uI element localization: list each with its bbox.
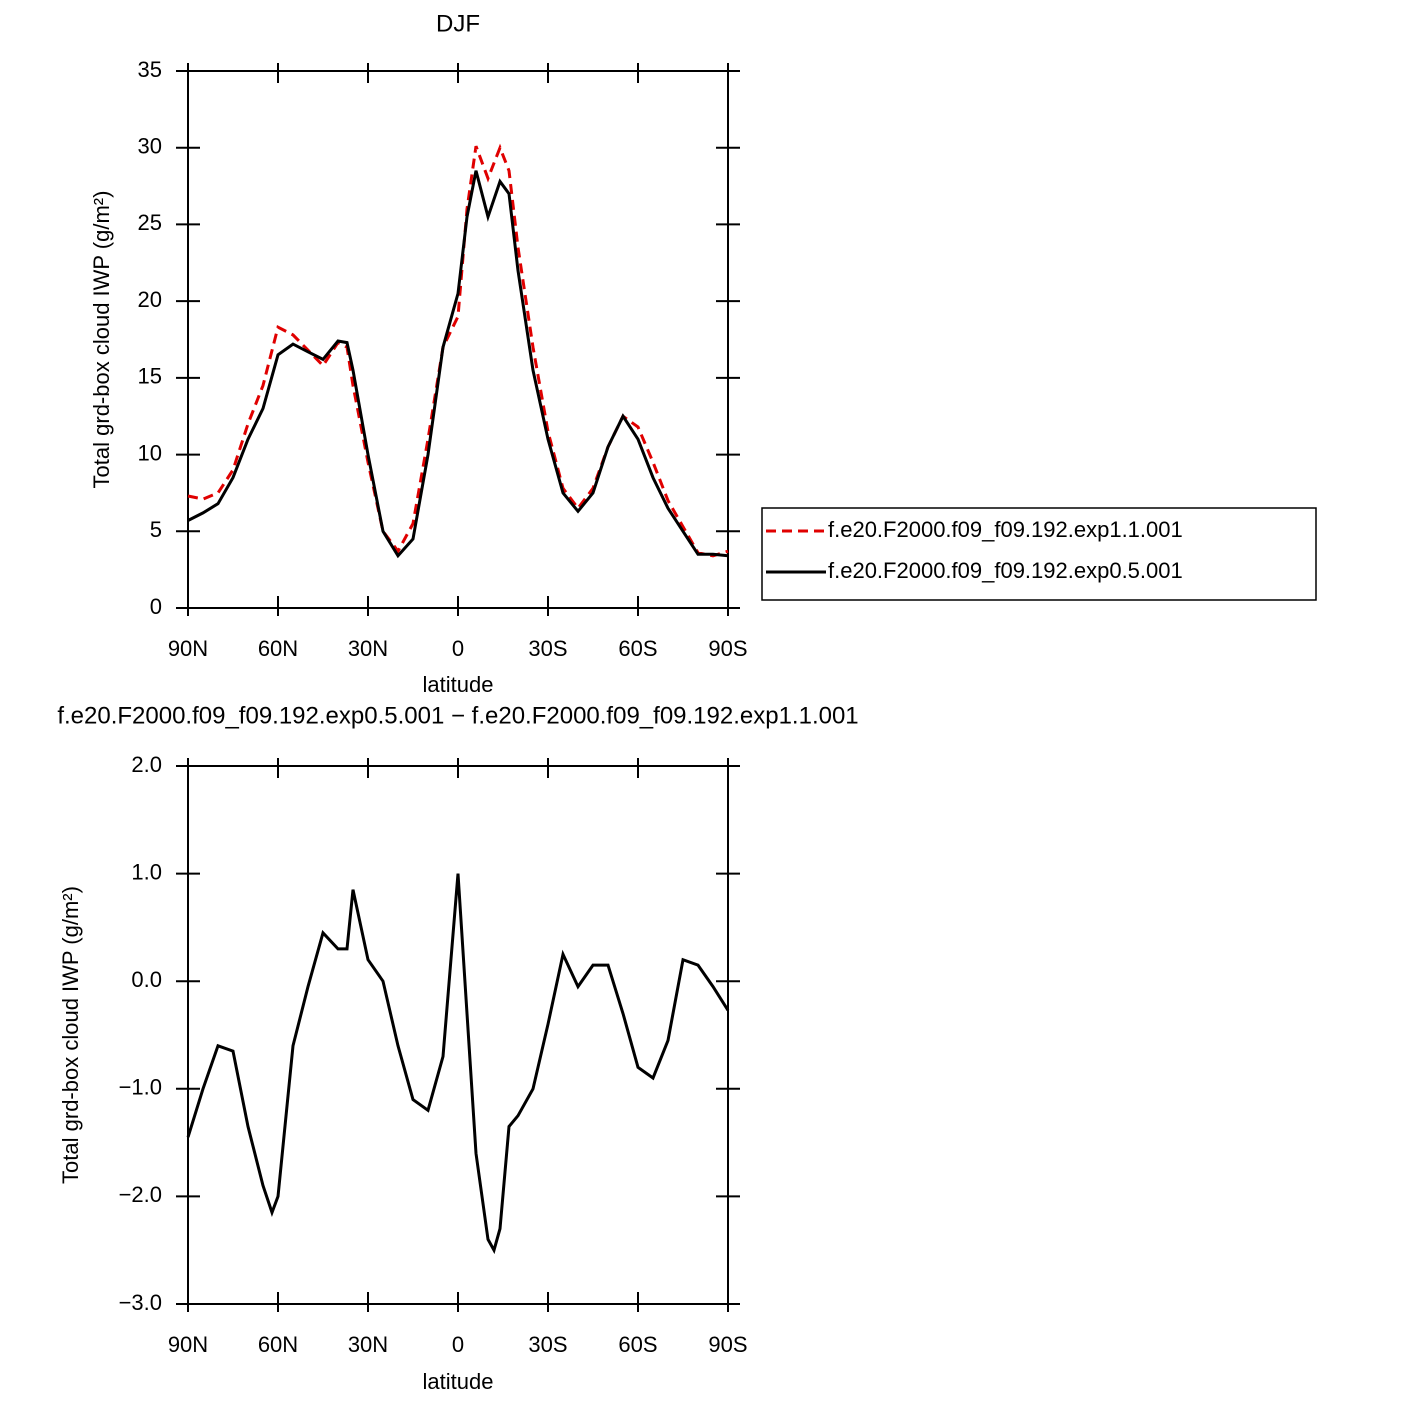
plot-frame bbox=[187, 765, 729, 1305]
x-axis-label: latitude bbox=[423, 672, 494, 697]
y-axis-label: Total grd-box cloud IWP (g/m²) bbox=[58, 886, 83, 1184]
x-tick-label: 60S bbox=[618, 636, 657, 661]
y-tick-label: −1.0 bbox=[119, 1075, 162, 1100]
data-line bbox=[187, 170, 729, 559]
x-tick-label: 60N bbox=[258, 1332, 298, 1357]
y-tick-label: 0 bbox=[150, 594, 162, 619]
x-tick-label: 30N bbox=[348, 1332, 388, 1357]
x-tick-label: 90S bbox=[708, 1332, 747, 1357]
y-tick-label: 10 bbox=[138, 440, 162, 465]
x-tick-label: 0 bbox=[452, 636, 464, 661]
x-tick-label: 60S bbox=[618, 1332, 657, 1357]
y-tick-label: 25 bbox=[138, 210, 162, 235]
x-tick-label: 90N bbox=[168, 1332, 208, 1357]
y-tick-label: −3.0 bbox=[119, 1290, 162, 1315]
x-tick-label: 90N bbox=[168, 636, 208, 661]
legend-box bbox=[761, 507, 1317, 601]
y-tick-label: −2.0 bbox=[119, 1182, 162, 1207]
x-tick-label: 0 bbox=[452, 1332, 464, 1357]
x-tick-label: 30S bbox=[528, 1332, 567, 1357]
data-line bbox=[186, 873, 730, 1255]
data-line bbox=[187, 143, 729, 558]
y-tick-label: 35 bbox=[138, 57, 162, 82]
x-tick-label: 30S bbox=[528, 636, 567, 661]
y-tick-label: 1.0 bbox=[131, 859, 162, 884]
plot-frame bbox=[187, 70, 729, 609]
y-tick-label: 20 bbox=[138, 287, 162, 312]
chart-title: f.e20.F2000.f09_f09.192.exp0.5.001 − f.e… bbox=[57, 702, 858, 729]
x-tick-label: 90S bbox=[708, 636, 747, 661]
x-tick-label: 60N bbox=[258, 636, 298, 661]
y-tick-label: 2.0 bbox=[131, 752, 162, 777]
x-tick-label: 30N bbox=[348, 636, 388, 661]
y-tick-label: 30 bbox=[138, 134, 162, 159]
y-tick-label: 5 bbox=[150, 517, 162, 542]
chart-title: DJF bbox=[436, 10, 480, 37]
legend-label: f.e20.F2000.f09_f09.192.exp0.5.001 bbox=[828, 558, 1183, 583]
y-tick-label: 15 bbox=[138, 364, 162, 389]
x-axis-label: latitude bbox=[423, 1369, 494, 1394]
y-tick-label: 0.0 bbox=[131, 967, 162, 992]
y-axis-label: Total grd-box cloud IWP (g/m²) bbox=[89, 191, 114, 489]
legend-label: f.e20.F2000.f09_f09.192.exp1.1.001 bbox=[828, 517, 1183, 542]
